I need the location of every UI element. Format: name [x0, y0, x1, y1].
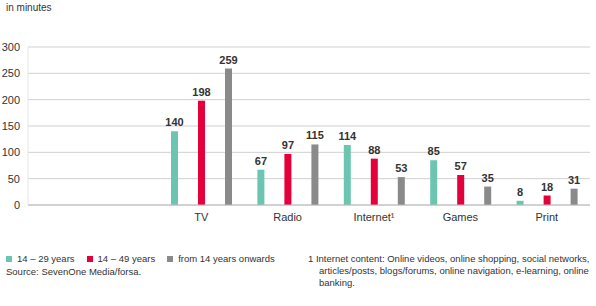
svg-text:150: 150 — [8, 120, 20, 132]
svg-text:67: 67 — [255, 155, 267, 167]
svg-text:Internet¹: Internet¹ — [354, 211, 395, 222]
svg-text:8: 8 — [517, 186, 523, 198]
svg-text:114: 114 — [338, 130, 357, 142]
svg-text:100: 100 — [8, 146, 20, 158]
html-text:Source: SevenOne Media/forsa.: Source: SevenOne Media/forsa. — [6, 266, 142, 277]
svg-text:35: 35 — [482, 172, 494, 184]
html-text:from 14 years onwards: from 14 years onwards — [178, 253, 275, 264]
svg-text:88: 88 — [368, 144, 380, 156]
svg-text:0: 0 — [14, 199, 20, 211]
html-text:14 – 49 years: 14 – 49 years — [97, 253, 156, 264]
svg-text:140: 140 — [165, 116, 183, 128]
svg-text:259: 259 — [219, 54, 237, 66]
svg-text:TV: TV — [194, 211, 209, 222]
html-text:1 Internet content: Online vid: 1 Internet content: Online videos, onlin… — [308, 253, 590, 288]
svg-text:97: 97 — [282, 139, 294, 151]
html-text:14 – 29 years: 14 – 29 years — [17, 253, 75, 264]
svg-text:Games: Games — [443, 211, 479, 222]
svg-text:198: 198 — [192, 86, 210, 98]
svg-text:200: 200 — [8, 94, 20, 106]
svg-text:115: 115 — [306, 129, 324, 141]
svg-text:53: 53 — [395, 162, 407, 174]
svg-text:31: 31 — [568, 174, 580, 186]
svg-text:50: 50 — [8, 173, 20, 185]
svg-text:Radio: Radio — [273, 211, 302, 222]
svg-text:250: 250 — [8, 67, 20, 79]
svg-text:300: 300 — [8, 41, 20, 53]
html-text:in minutes: in minutes — [6, 2, 52, 13]
svg-text:57: 57 — [455, 160, 467, 172]
svg-text:85: 85 — [428, 145, 440, 157]
svg-text:18: 18 — [541, 181, 553, 193]
svg-text:Print: Print — [535, 211, 558, 222]
